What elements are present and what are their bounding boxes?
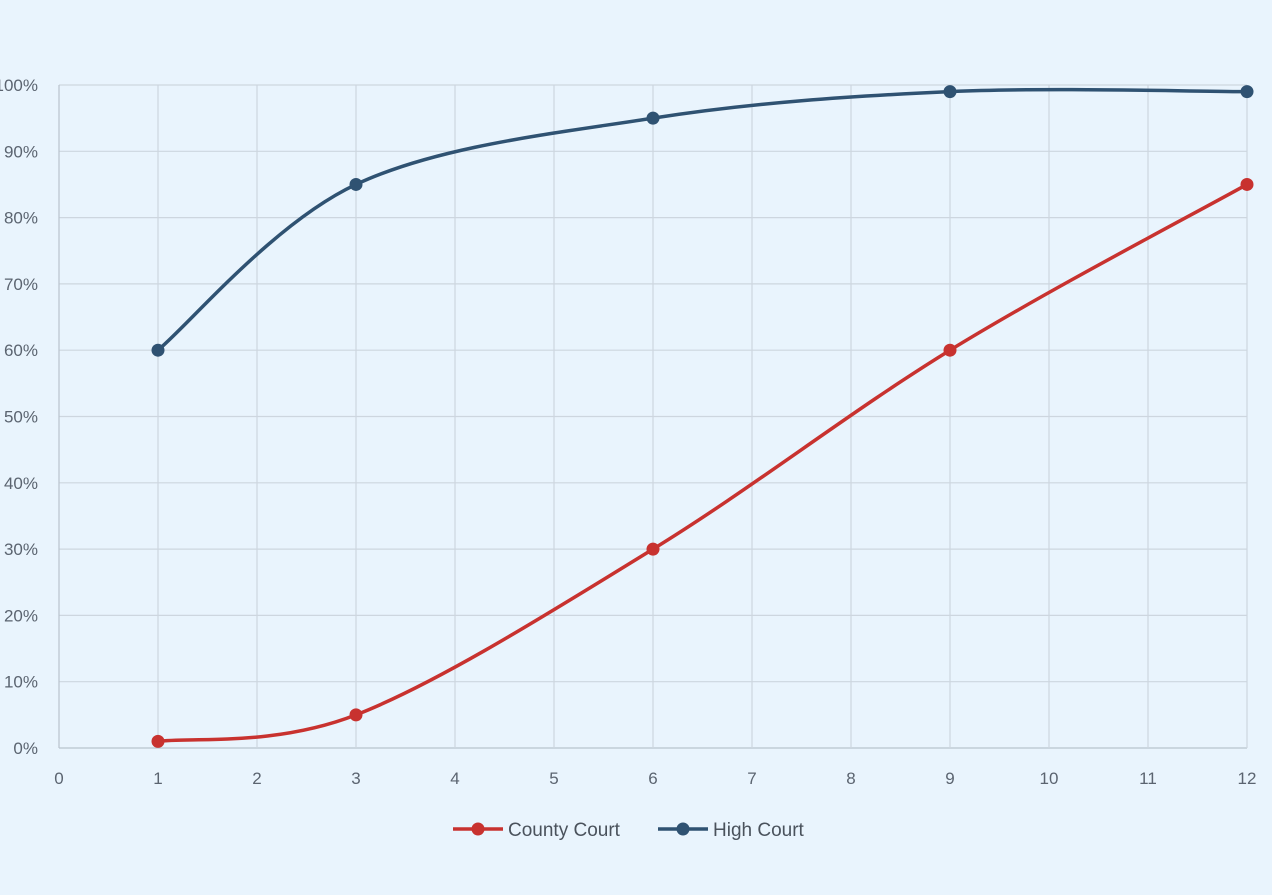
x-tick-label: 6 xyxy=(648,769,657,788)
county-court-point xyxy=(151,734,165,748)
y-tick-label: 90% xyxy=(4,142,38,161)
county-court-point xyxy=(646,542,660,556)
high-court-point xyxy=(151,343,165,357)
county-court-point xyxy=(349,708,363,722)
x-tick-label: 7 xyxy=(747,769,756,788)
series-layer xyxy=(151,85,1254,748)
x-axis-ticks: 0 1 2 3 4 5 6 7 8 9 10 11 12 xyxy=(54,769,1256,788)
x-tick-label: 0 xyxy=(54,769,63,788)
high-court-point xyxy=(1240,85,1254,99)
x-tick-label: 11 xyxy=(1139,769,1157,788)
y-tick-label: 0% xyxy=(13,739,38,758)
high-court-point xyxy=(349,177,363,191)
y-tick-label: 60% xyxy=(4,341,38,360)
high-court-point xyxy=(646,111,660,125)
y-tick-label: 50% xyxy=(4,408,38,427)
legend: County Court High Court xyxy=(453,820,805,841)
y-tick-label: 100% xyxy=(0,76,38,95)
high-court-point xyxy=(943,85,957,99)
legend-label: County Court xyxy=(508,820,621,841)
high-court-line xyxy=(156,87,1249,352)
high-court-legend-marker xyxy=(676,822,690,836)
county-court-point xyxy=(1240,177,1254,191)
y-tick-label: 30% xyxy=(4,540,38,559)
x-tick-label: 4 xyxy=(450,769,459,788)
county-court-point xyxy=(943,343,957,357)
y-tick-label: 20% xyxy=(4,606,38,625)
x-tick-label: 1 xyxy=(153,769,162,788)
gridlines xyxy=(58,84,1248,749)
legend-label: High Court xyxy=(713,820,805,841)
x-tick-label: 12 xyxy=(1238,769,1257,788)
x-tick-label: 10 xyxy=(1040,769,1059,788)
y-tick-label: 40% xyxy=(4,474,38,493)
x-tick-label: 8 xyxy=(846,769,855,788)
y-tick-label: 80% xyxy=(4,209,38,228)
x-tick-label: 5 xyxy=(549,769,558,788)
x-tick-label: 3 xyxy=(351,769,360,788)
y-tick-label: 10% xyxy=(4,673,38,692)
x-tick-label: 2 xyxy=(252,769,261,788)
y-tick-label: 70% xyxy=(4,275,38,294)
county-court-legend-marker xyxy=(471,822,485,836)
x-tick-label: 9 xyxy=(945,769,954,788)
county-court-line xyxy=(156,182,1249,744)
y-axis-ticks: 0% 10% 20% 30% 40% 50% 60% 70% 80% 90% 100% xyxy=(0,76,38,758)
